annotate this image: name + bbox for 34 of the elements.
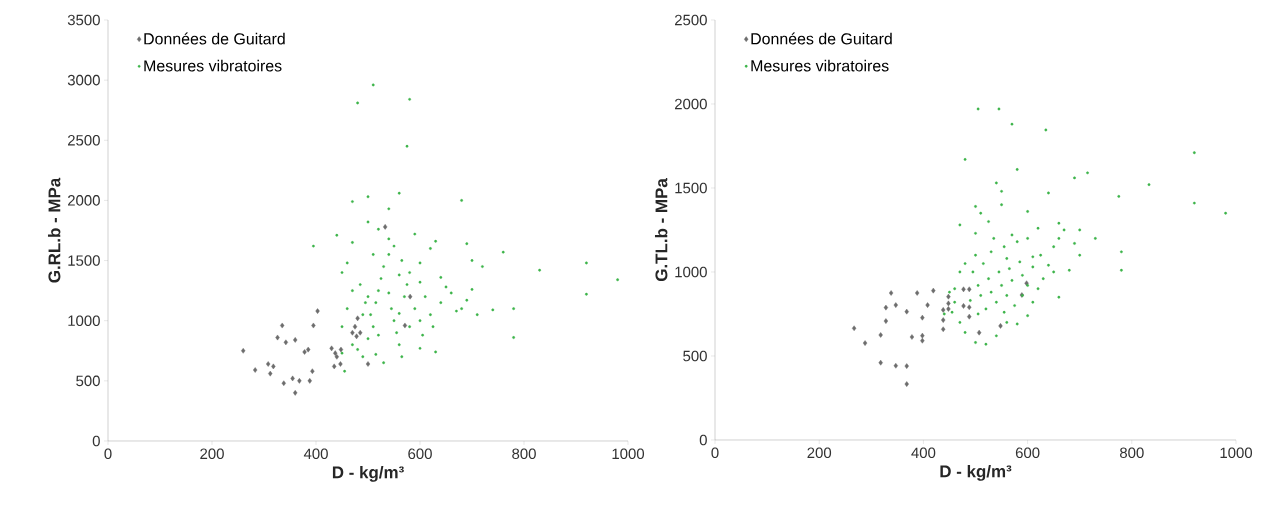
x-tick-label: 600 bbox=[408, 448, 432, 460]
x-tick-label: 1000 bbox=[612, 448, 645, 460]
y-tick-label: 0 bbox=[699, 434, 707, 446]
y-tick-label: 0 bbox=[92, 435, 100, 447]
y-tick-label: 1500 bbox=[68, 255, 100, 266]
legend-label: Données de Guitard bbox=[144, 32, 285, 45]
y-tick-label: 3000 bbox=[67, 74, 100, 86]
x-tick-label: 800 bbox=[512, 448, 536, 460]
x-tick-label: 200 bbox=[807, 447, 832, 459]
y-tick-label: 3500 bbox=[67, 14, 100, 26]
x-tick-label: 200 bbox=[200, 448, 224, 460]
legend-label: Mesures vibratoires bbox=[144, 59, 282, 72]
y-tick-label: 2000 bbox=[675, 98, 707, 110]
y-axis-title: G.TL.b - MPa bbox=[654, 178, 668, 282]
y-tick-label: 500 bbox=[683, 350, 707, 362]
legend-label: Données de Guitard bbox=[751, 32, 892, 45]
x-tick-label: 800 bbox=[1120, 447, 1144, 459]
y-tick-label: 1000 bbox=[68, 315, 100, 326]
y-tick-label: 500 bbox=[76, 375, 100, 387]
y-tick-label: 1000 bbox=[675, 266, 707, 278]
legend-label: Mesures vibratoires bbox=[751, 59, 889, 72]
x-tick-label: 600 bbox=[1015, 447, 1040, 459]
x-tick-label: 400 bbox=[911, 447, 936, 459]
y-tick-label: 2500 bbox=[68, 134, 100, 146]
x-axis-title: D - kg/m³ bbox=[940, 464, 1012, 481]
x-tick-label: 0 bbox=[711, 447, 719, 459]
y-axis-title: G.RL.b - MPa bbox=[47, 177, 61, 283]
x-tick-label: 0 bbox=[104, 448, 112, 460]
x-tick-label: 400 bbox=[303, 448, 328, 460]
y-tick-label: 1500 bbox=[675, 182, 707, 194]
y-tick-label: 2500 bbox=[675, 14, 707, 26]
x-tick-label: 1000 bbox=[1220, 447, 1253, 459]
y-tick-label: 2000 bbox=[68, 195, 100, 206]
x-axis-title: D - kg/m³ bbox=[332, 465, 404, 482]
